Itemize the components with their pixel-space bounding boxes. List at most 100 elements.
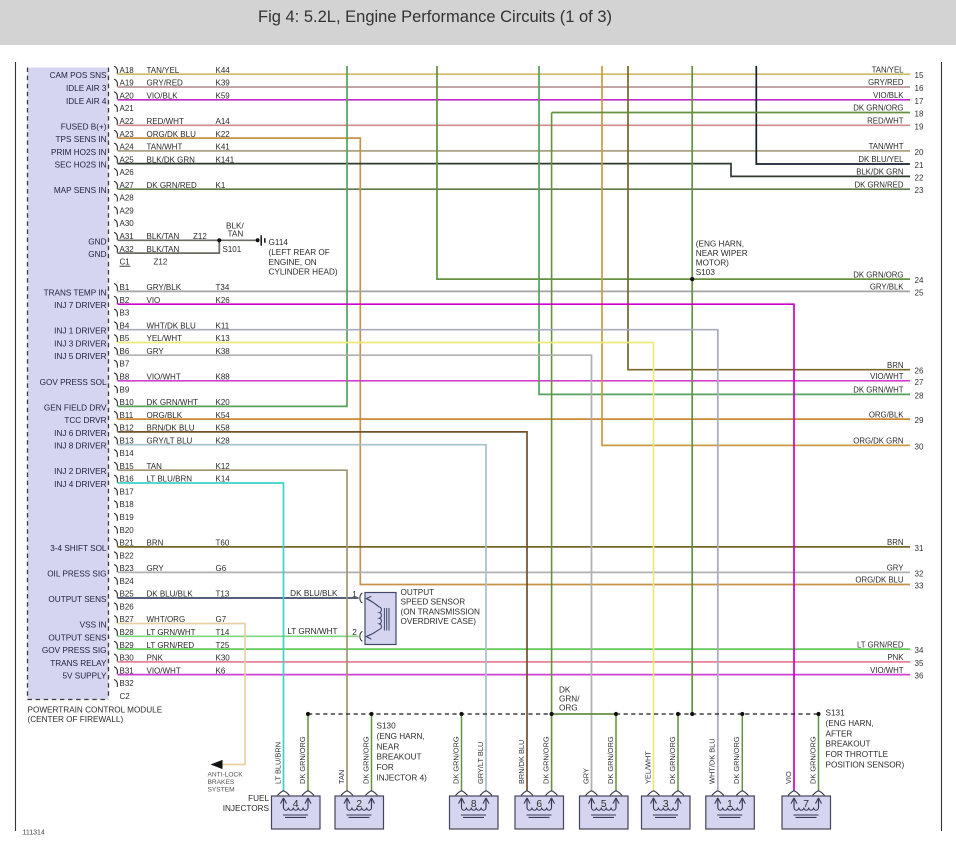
svg-text:LT BLU/BRN: LT BLU/BRN <box>273 742 282 784</box>
svg-text:DK GRN/ORG: DK GRN/ORG <box>732 736 741 784</box>
svg-text:C1: C1 <box>120 258 131 267</box>
svg-text:B2: B2 <box>120 296 130 305</box>
svg-text:A19: A19 <box>120 79 135 88</box>
svg-text:TAN/YEL: TAN/YEL <box>147 66 180 75</box>
svg-text:A27: A27 <box>120 181 135 190</box>
svg-text:3-4 SHIFT SOL: 3-4 SHIFT SOL <box>50 544 107 553</box>
svg-text:(CENTER OF FIREWALL): (CENTER OF FIREWALL) <box>28 715 124 724</box>
svg-text:S131: S131 <box>826 709 846 718</box>
svg-text:INJECTORS: INJECTORS <box>223 804 270 813</box>
svg-text:OUTPUT SENS: OUTPUT SENS <box>48 633 107 642</box>
svg-text:LT GRN/RED: LT GRN/RED <box>857 640 904 649</box>
svg-text:1: 1 <box>727 799 733 810</box>
svg-text:DK GRN/WHT: DK GRN/WHT <box>853 386 903 395</box>
svg-text:GRY/LT BLU: GRY/LT BLU <box>476 742 485 784</box>
svg-text:A20: A20 <box>120 92 135 101</box>
svg-text:30: 30 <box>915 442 924 451</box>
svg-text:IDLE AIR 4: IDLE AIR 4 <box>66 97 107 106</box>
svg-text:INJ 1 DRIVER: INJ 1 DRIVER <box>54 327 106 336</box>
svg-text:26: 26 <box>915 367 924 376</box>
svg-text:A14: A14 <box>216 117 231 126</box>
svg-text:GEN FIELD DRV: GEN FIELD DRV <box>44 403 107 412</box>
svg-text:INJ 4 DRIVER: INJ 4 DRIVER <box>54 480 106 489</box>
svg-text:23: 23 <box>915 186 924 195</box>
svg-text:Z12: Z12 <box>193 232 207 241</box>
svg-text:K54: K54 <box>216 411 231 420</box>
svg-text:A26: A26 <box>120 168 135 177</box>
svg-text:BRN: BRN <box>147 539 164 548</box>
svg-text:FUSED B(+): FUSED B(+) <box>61 122 107 131</box>
svg-text:ENGINE, ON: ENGINE, ON <box>269 258 317 267</box>
svg-text:WHT/DK BLU: WHT/DK BLU <box>708 738 717 784</box>
svg-text:MOTOR): MOTOR) <box>696 258 729 267</box>
svg-text:33: 33 <box>915 582 924 591</box>
svg-text:B10: B10 <box>120 398 135 407</box>
svg-text:INJECTOR 4): INJECTOR 4) <box>377 774 428 783</box>
svg-text:A22: A22 <box>120 117 135 126</box>
svg-text:BRN: BRN <box>887 538 903 547</box>
svg-text:5: 5 <box>601 799 607 810</box>
svg-text:DK GRN/ORG: DK GRN/ORG <box>808 736 817 784</box>
svg-text:IDLE AIR 3: IDLE AIR 3 <box>66 84 107 93</box>
svg-text:BRAKES: BRAKES <box>208 779 235 786</box>
svg-text:VIO/BLK: VIO/BLK <box>873 91 904 100</box>
svg-text:K58: K58 <box>216 424 231 433</box>
svg-text:DK GRN/ORG: DK GRN/ORG <box>361 736 370 784</box>
svg-text:S103: S103 <box>696 268 716 277</box>
svg-text:SYSTEM: SYSTEM <box>208 787 235 794</box>
svg-text:LT BLU/BRN: LT BLU/BRN <box>147 475 193 484</box>
svg-text:B15: B15 <box>120 462 135 471</box>
svg-text:TAN/WHT: TAN/WHT <box>147 143 183 152</box>
svg-text:B27: B27 <box>120 615 135 624</box>
svg-text:Z12: Z12 <box>154 258 168 267</box>
svg-text:B31: B31 <box>120 666 135 675</box>
svg-text:A23: A23 <box>120 130 135 139</box>
svg-text:19: 19 <box>915 122 924 131</box>
svg-text:GRY: GRY <box>581 768 590 784</box>
svg-text:OUTPUT: OUTPUT <box>401 588 435 597</box>
svg-text:GRY/BLK: GRY/BLK <box>870 283 904 292</box>
svg-text:SEC HO2S IN: SEC HO2S IN <box>55 161 107 170</box>
svg-text:15: 15 <box>915 71 924 80</box>
svg-text:INJ 2 DRIVER: INJ 2 DRIVER <box>54 467 106 476</box>
svg-text:K6: K6 <box>216 666 226 675</box>
svg-text:OIL PRESS SIG: OIL PRESS SIG <box>47 569 106 578</box>
svg-text:DK GRN/ORG: DK GRN/ORG <box>668 736 677 784</box>
svg-text:T25: T25 <box>216 641 230 650</box>
svg-text:B18: B18 <box>120 500 135 509</box>
svg-text:36: 36 <box>915 672 924 681</box>
svg-text:4: 4 <box>293 799 299 810</box>
svg-text:K30: K30 <box>216 654 231 663</box>
svg-text:1: 1 <box>352 590 357 599</box>
svg-text:ANTI-LOCK: ANTI-LOCK <box>208 772 244 779</box>
svg-text:PNK: PNK <box>887 653 904 662</box>
svg-text:GOV PRESS SOL: GOV PRESS SOL <box>40 378 107 387</box>
svg-text:LT GRN/RED: LT GRN/RED <box>147 641 195 650</box>
svg-text:ORG/DK BLU: ORG/DK BLU <box>855 576 903 585</box>
svg-text:GOV PRESS SIG: GOV PRESS SIG <box>42 646 107 655</box>
svg-text:DK: DK <box>559 686 571 695</box>
svg-text:A24: A24 <box>120 143 135 152</box>
svg-text:B25: B25 <box>120 590 135 599</box>
svg-text:B24: B24 <box>120 577 135 586</box>
svg-text:DK BLU/YEL: DK BLU/YEL <box>858 155 904 164</box>
svg-text:BREAKOUT: BREAKOUT <box>826 740 871 749</box>
svg-text:7: 7 <box>803 799 809 810</box>
svg-text:B28: B28 <box>120 628 135 637</box>
svg-text:BRN/DK BLU: BRN/DK BLU <box>147 424 195 433</box>
svg-text:K1: K1 <box>216 181 226 190</box>
svg-text:GRY/BLK: GRY/BLK <box>147 283 182 292</box>
svg-text:GND: GND <box>88 237 106 246</box>
svg-text:PNK: PNK <box>147 654 164 663</box>
svg-text:POSITION SENSOR): POSITION SENSOR) <box>826 761 905 770</box>
svg-text:S101: S101 <box>223 245 242 254</box>
svg-text:A28: A28 <box>120 194 135 203</box>
svg-text:6: 6 <box>536 799 542 810</box>
svg-text:INJ 5 DRIVER: INJ 5 DRIVER <box>54 352 106 361</box>
svg-text:T14: T14 <box>216 628 230 637</box>
svg-text:18: 18 <box>915 110 924 119</box>
svg-text:S130: S130 <box>377 722 397 731</box>
svg-text:Fig 4: 5.2L, Engine Performanc: Fig 4: 5.2L, Engine Performance Circuits… <box>258 8 612 26</box>
svg-text:B17: B17 <box>120 488 135 497</box>
svg-text:111314: 111314 <box>23 830 45 837</box>
